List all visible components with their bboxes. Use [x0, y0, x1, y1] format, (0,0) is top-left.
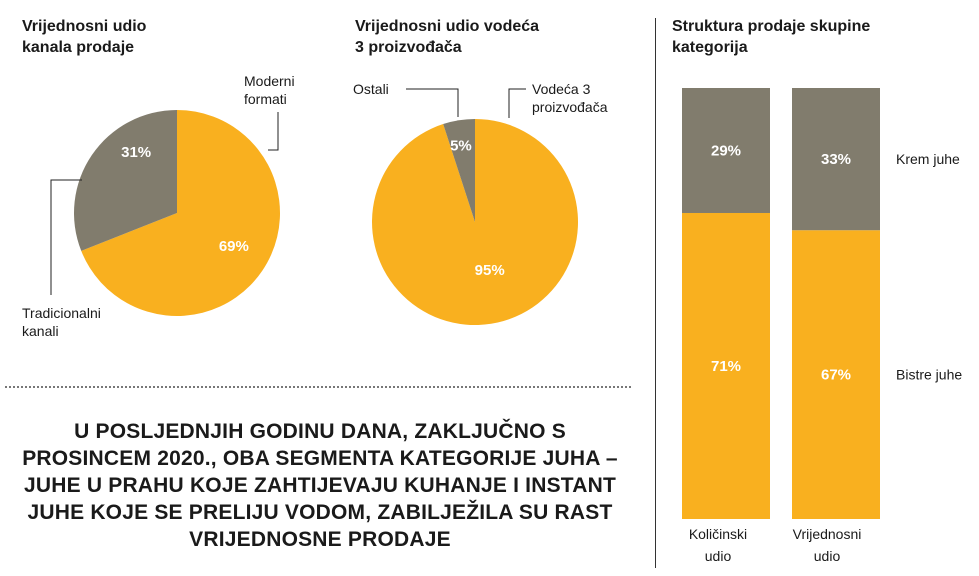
bar-value-label-0-1: 67%	[821, 367, 851, 384]
pie2-title: Vrijednosni udio vodeća 3 proizvođača	[355, 18, 540, 56]
pie2-category-label-1: Ostali	[353, 81, 389, 97]
pie1-leader-line-0	[268, 112, 279, 151]
pie1-value-label-1: 31%	[121, 144, 151, 161]
dotted-divider	[5, 386, 631, 388]
bar-value-label-0-0: 71%	[711, 358, 741, 375]
bar-segment-0-0	[682, 212, 770, 520]
bar-segment-1-1	[792, 88, 880, 231]
pie1-value-label-0: 69%	[219, 238, 249, 255]
bar-series-label-0: Bistre juhe	[896, 367, 962, 383]
pie2-slice-1	[443, 119, 475, 222]
bar-category-label-1: Vrijednosni udio	[792, 526, 862, 564]
pie1-category-label-1: Tradicionalni kanali	[22, 305, 101, 339]
vertical-divider	[655, 18, 656, 568]
pie2-category-label-0: Vodeća 3 proizvođača	[532, 81, 608, 115]
pie2-value-label-1: 5%	[450, 138, 472, 155]
pie1-leader-line-1	[50, 179, 82, 295]
bar-value-label-1-0: 29%	[711, 142, 741, 159]
bar-category-label-0: Količinski udio	[688, 526, 748, 564]
pie1-slice-0	[81, 110, 280, 316]
summary-note: U POSLJEDNJIH GODINU DANA, ZAKLJUČNO S P…	[22, 420, 618, 551]
pie2-leader-line-1	[406, 88, 459, 117]
bar-series-label-1: Krem juhe	[896, 151, 960, 167]
pie2-value-label-0: 95%	[475, 262, 505, 279]
bar-segment-0-1	[792, 230, 880, 520]
pie2-leader-line-0	[508, 88, 526, 118]
bar-value-label-1-1: 33%	[821, 151, 851, 168]
bar-chart-title: Struktura prodaje skupine kategorija	[672, 18, 871, 56]
bar-segment-1-0	[682, 88, 770, 213]
pie1-title: Vrijednosni udio kanala prodaje	[22, 18, 147, 56]
pie1-slice-1	[74, 110, 177, 251]
pie1-category-label-0: Moderni formati	[244, 73, 295, 107]
